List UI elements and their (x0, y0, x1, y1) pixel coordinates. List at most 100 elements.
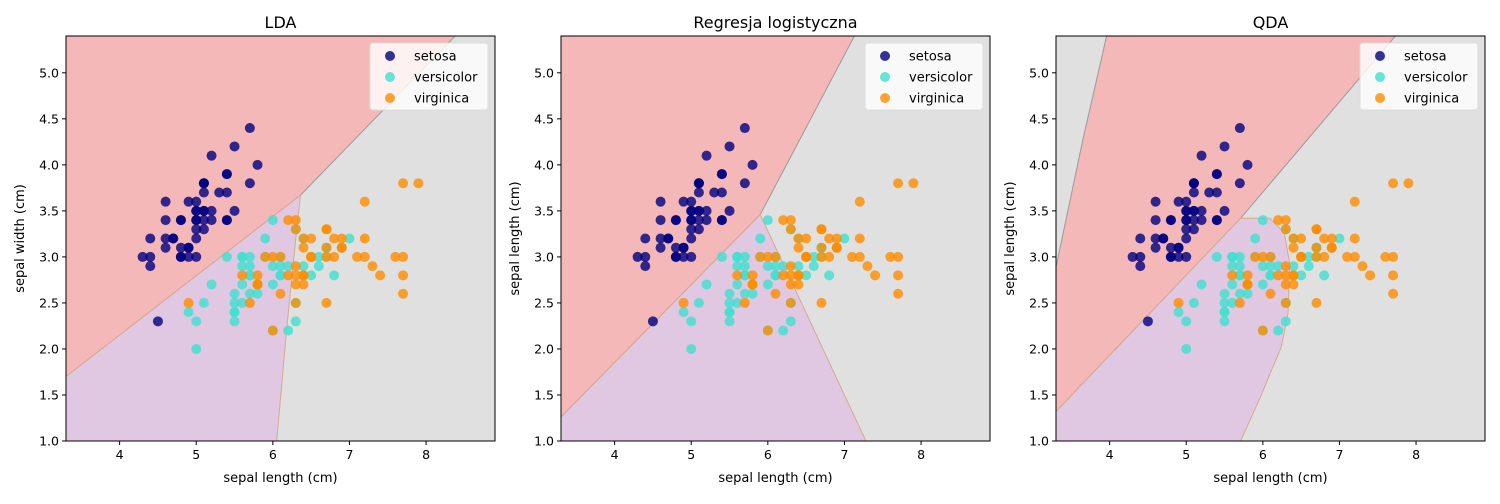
point-setosa (183, 242, 194, 253)
point-versicolor (237, 251, 248, 262)
point-setosa (1135, 233, 1146, 244)
point-virginica (1319, 251, 1330, 262)
point-virginica (1288, 242, 1299, 253)
point-setosa (191, 196, 202, 207)
point-setosa (686, 224, 697, 235)
point-versicolor (1319, 270, 1330, 281)
point-virginica (1365, 270, 1376, 281)
point-setosa (678, 196, 689, 207)
x-tick-label: 4 (611, 447, 619, 462)
point-versicolor (1303, 261, 1314, 272)
point-setosa (244, 178, 255, 189)
point-virginica (1326, 233, 1337, 244)
point-versicolor (1257, 261, 1268, 272)
point-virginica (1257, 251, 1268, 262)
point-versicolor (1181, 343, 1192, 354)
point-setosa (198, 187, 209, 198)
point-versicolor (1273, 261, 1284, 272)
point-setosa (1165, 251, 1176, 262)
point-virginica (359, 196, 370, 207)
point-setosa (686, 233, 697, 244)
point-versicolor (1234, 251, 1245, 262)
point-virginica (398, 251, 409, 262)
x-tick-label: 8 (422, 447, 430, 462)
point-setosa (693, 178, 704, 189)
point-versicolor (824, 270, 835, 281)
point-setosa (206, 150, 217, 161)
point-versicolor (1242, 288, 1253, 299)
y-tick-label: 1.0 (39, 434, 59, 449)
point-setosa (693, 224, 704, 235)
point-virginica (298, 233, 309, 244)
point-versicolor (801, 270, 812, 281)
point-setosa (1150, 242, 1161, 253)
point-virginica (336, 242, 347, 253)
point-virginica (321, 224, 332, 235)
point-virginica (678, 297, 689, 308)
point-setosa (145, 233, 156, 244)
point-virginica (1273, 270, 1284, 281)
point-setosa (739, 178, 750, 189)
point-virginica (1242, 279, 1253, 290)
point-virginica (1265, 251, 1276, 262)
point-virginica (1280, 224, 1291, 235)
point-setosa (678, 242, 689, 253)
point-setosa (686, 205, 697, 216)
point-setosa (670, 251, 681, 262)
point-virginica (1349, 251, 1360, 262)
y-tick-label: 4.0 (39, 157, 59, 172)
point-setosa (1196, 205, 1207, 216)
legend-label-versicolor: versicolor (909, 71, 973, 86)
point-versicolor (739, 251, 750, 262)
point-versicolor (1288, 261, 1299, 272)
point-setosa (1181, 233, 1192, 244)
region-versicolor (561, 213, 867, 441)
legend: setosa versicolor virginica (1359, 42, 1479, 111)
legend-marker-versicolor (880, 72, 890, 82)
point-setosa (206, 215, 217, 226)
point-setosa (1135, 261, 1146, 272)
point-versicolor (739, 288, 750, 299)
point-setosa (670, 215, 681, 226)
point-versicolor (221, 251, 232, 262)
subplot-qda: 4 5 6 7 8 1.0 1.5 2.0 2.5 3.0 3.5 4.0 4.5 5.0 QDA sepal… (1003, 13, 1486, 486)
point-virginica (290, 297, 301, 308)
point-virginica (785, 224, 796, 235)
point-setosa (655, 242, 666, 253)
point-setosa (1173, 242, 1184, 253)
point-virginica (1265, 288, 1276, 299)
point-virginica (801, 233, 812, 244)
y-tick-label: 2.0 (1029, 341, 1049, 356)
point-versicolor (724, 307, 735, 318)
point-versicolor (1211, 251, 1222, 262)
point-setosa (198, 215, 209, 226)
point-versicolor (793, 261, 804, 272)
point-setosa (693, 205, 704, 216)
point-setosa (640, 233, 651, 244)
point-virginica (267, 325, 278, 336)
point-virginica (359, 233, 370, 244)
point-virginica (398, 288, 409, 299)
point-setosa (168, 233, 179, 244)
point-setosa (191, 205, 202, 216)
point-setosa (1234, 178, 1245, 189)
y-tick-label: 3.5 (534, 203, 554, 218)
point-setosa (198, 178, 209, 189)
point-versicolor (1181, 316, 1192, 327)
point-setosa (229, 141, 240, 152)
point-versicolor (1265, 261, 1276, 272)
point-versicolor (260, 233, 271, 244)
point-virginica (893, 270, 904, 281)
y-tick-label: 3.5 (1029, 203, 1049, 218)
point-setosa (632, 251, 643, 262)
point-virginica (870, 270, 881, 281)
y-axis-label: sepal width (cm) (13, 184, 28, 293)
x-axis-label: sepal length (cm) (1213, 471, 1327, 486)
point-versicolor (808, 261, 819, 272)
x-tick-label: 7 (1335, 447, 1343, 462)
point-setosa (214, 187, 225, 198)
point-virginica (252, 279, 263, 290)
point-setosa (1211, 215, 1222, 226)
point-virginica (793, 279, 804, 290)
legend-label-virginica: virginica (414, 92, 469, 107)
